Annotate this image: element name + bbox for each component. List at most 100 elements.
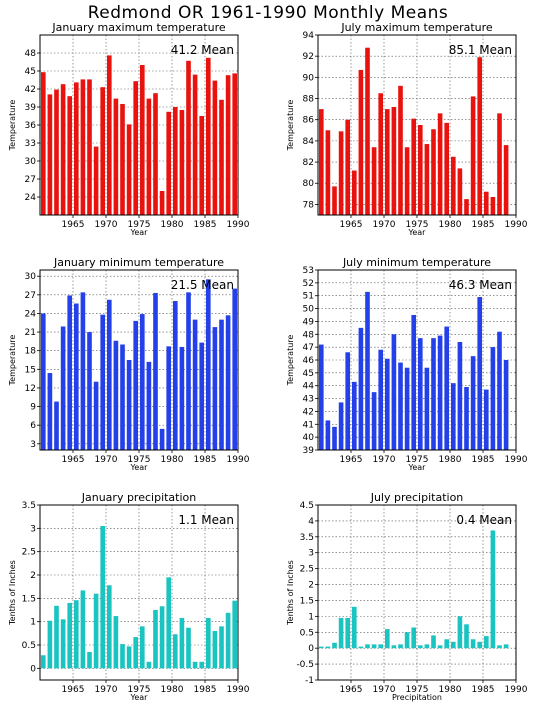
bar-1970 [378,93,384,215]
bar-1981 [450,641,456,649]
bar-1980 [444,122,450,215]
bar-1974 [404,147,410,215]
bar-1962 [47,620,53,669]
plot-frame [39,269,239,451]
bar-1974 [126,646,132,669]
y-tick-label: 4 [308,517,314,527]
bar-1972 [113,98,119,215]
bar-1967 [358,646,364,649]
panel-title: January minimum temperature [53,256,224,269]
bar-1975 [411,627,417,649]
bar-1979 [159,606,165,669]
bar-1968 [365,644,370,649]
chart-panel-2: 78 80 82 84 86 88 90 92 94 1965 1970 1975 1980 1985 19… [286,21,528,237]
x-axis-label: Year [130,228,149,237]
y-axis-label: Tenths of Inches [8,560,17,626]
x-tick-label: 1985 [472,685,495,695]
bar-1977 [424,644,430,649]
bar-1967 [80,590,86,669]
bar-1975 [133,637,139,669]
bar-1982 [179,346,185,450]
bar-1965 [345,352,351,450]
y-tick-label: 4.5 [300,501,314,511]
bar-1967 [80,79,86,216]
plot-frame [39,504,239,681]
y-tick-label: 21 [25,328,36,338]
bar-1989 [503,644,509,649]
bar-1990 [232,288,238,450]
bar-1989 [225,315,231,450]
bar-1974 [404,367,410,450]
y-tick-label: 92 [303,52,314,62]
bar-1964 [338,617,344,649]
bar-1977 [146,661,152,669]
y-axis-label: Temperature [8,335,17,387]
bar-1983 [186,60,191,215]
bar-1979 [437,113,443,215]
bar-1972 [113,340,119,450]
chart-panel-1: 24 27 30 33 36 39 42 45 48 1965 1970 1975 1980 1985 19… [8,21,250,237]
bar-1981 [172,107,178,215]
panel-title: January precipitation [81,491,197,504]
bar-1985 [477,641,483,649]
bar-1986 [483,636,489,649]
bar-1966 [351,606,357,649]
bar-1974 [126,360,132,450]
y-tick-label: 0.5 [22,641,36,651]
bar-1966 [351,170,357,215]
y-tick-label: 45 [25,67,36,77]
y-axis-label: Temperature [8,100,17,152]
bar-1989 [503,145,509,215]
bar-1976 [139,65,145,215]
bar-1989 [503,360,509,450]
y-tick-label: 52 [303,279,314,289]
x-tick-label: 1965 [340,455,363,465]
y-tick-label: 84 [303,137,315,147]
y-tick-label: 3 [30,440,36,450]
x-tick-label: 1975 [128,220,151,230]
bar-1987 [490,197,496,215]
bar-1975 [133,81,139,215]
bar-1978 [153,610,158,669]
bar-1979 [437,335,443,450]
y-tick-label: 36 [25,121,37,131]
bar-1973 [398,85,403,215]
x-tick-label: 1985 [194,455,217,465]
y-tick-label: 48 [303,330,315,340]
x-tick-label: 1990 [505,455,528,465]
bar-1962 [325,130,331,215]
y-tick-label: 2.5 [300,565,314,575]
y-tick-label: 0 [30,664,36,674]
x-tick-label: 1980 [439,455,462,465]
bar-1963 [332,186,337,215]
bar-1982 [179,617,185,669]
x-tick-label: 1975 [406,455,429,465]
bar-1974 [126,124,132,215]
bar-1982 [457,342,463,450]
bar-1973 [120,344,125,450]
bar-1985 [199,116,205,215]
x-tick-label: 1970 [95,220,118,230]
y-tick-label: 53 [303,266,314,276]
bar-1983 [464,199,469,215]
bar-1980 [444,639,450,649]
y-tick-label: 24 [25,309,37,319]
x-tick-label: 1990 [505,685,528,695]
main-title: Redmond OR 1961-1990 Monthly Means [87,3,449,23]
bar-1979 [159,428,165,450]
bar-1982 [457,168,463,215]
x-tick-label: 1965 [62,455,85,465]
bar-1984 [192,74,198,215]
x-tick-label: 1970 [373,685,396,695]
bar-1962 [325,646,331,649]
y-tick-label: 33 [25,139,36,149]
x-tick-label: 1975 [406,220,429,230]
panel-title: July maximum temperature [340,21,493,34]
bar-1984 [470,356,476,450]
bar-1968 [87,652,92,669]
y-tick-label: 45 [303,369,314,379]
bar-1967 [358,69,364,215]
y-tick-label: 1 [308,612,314,622]
y-tick-label: 47 [303,343,314,353]
